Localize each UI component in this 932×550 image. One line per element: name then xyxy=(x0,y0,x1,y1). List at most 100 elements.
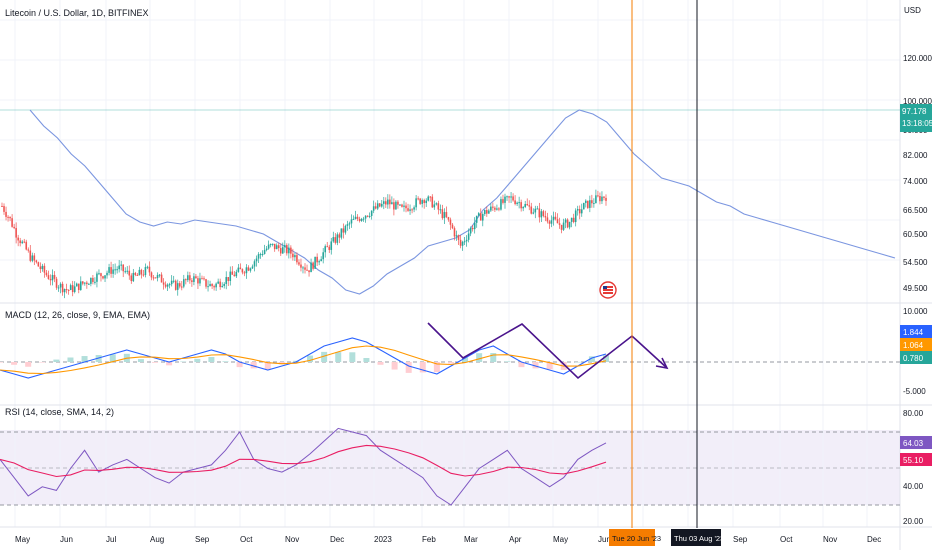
macd-histogram-bar xyxy=(152,362,159,363)
candle-body xyxy=(286,245,288,254)
arrow-head-icon xyxy=(655,357,669,370)
candle-body xyxy=(352,218,355,220)
macd-histogram-bar xyxy=(236,362,243,368)
candle-body xyxy=(277,245,280,249)
candle-body xyxy=(589,200,591,208)
histogram-value: 0.780 xyxy=(903,354,924,363)
candle-body xyxy=(96,273,98,282)
candle-body xyxy=(328,246,331,250)
candle-body xyxy=(65,289,68,291)
macd-tick: 10.000 xyxy=(903,307,928,316)
candle-body xyxy=(510,196,512,198)
candle-body xyxy=(401,204,403,207)
time-tick: Nov xyxy=(823,535,837,544)
macd-histogram-bar xyxy=(194,358,201,362)
candle-body xyxy=(158,274,161,276)
date-marker-1[interactable] xyxy=(609,529,655,546)
rsi-ma-line xyxy=(0,444,607,478)
candle-body xyxy=(281,247,284,254)
macd-histogram-bar xyxy=(137,359,144,362)
price-tick: 120.000 xyxy=(903,54,932,63)
candle-body xyxy=(126,270,129,272)
candle-body xyxy=(154,277,157,279)
candle-body xyxy=(247,267,250,271)
candle-body xyxy=(570,217,573,222)
candle-body xyxy=(90,277,92,284)
candle-body xyxy=(465,239,468,242)
candle-body xyxy=(73,286,76,293)
candle-body xyxy=(160,274,163,283)
candle-body xyxy=(185,279,187,281)
macd-histogram-bar xyxy=(264,362,271,370)
candle-body xyxy=(471,227,474,230)
candle-body xyxy=(300,264,302,268)
candle-body xyxy=(395,201,397,210)
candle-body xyxy=(599,196,601,202)
date-marker-2[interactable] xyxy=(671,529,721,546)
candle-body xyxy=(23,241,26,243)
candle-body xyxy=(572,217,575,223)
candle-body xyxy=(17,237,19,241)
candle-body xyxy=(524,204,526,207)
candle-body xyxy=(433,204,436,208)
candle-body xyxy=(201,278,203,280)
candle-body xyxy=(15,228,17,238)
price-badge xyxy=(900,104,932,132)
candle-body xyxy=(445,212,448,218)
macd-histogram-bar xyxy=(166,362,173,366)
candle-body xyxy=(225,277,228,284)
candle-body xyxy=(82,281,84,284)
candle-body xyxy=(483,210,486,215)
candle-body xyxy=(449,219,452,225)
candle-body xyxy=(354,216,357,219)
time-tick: Mar xyxy=(464,535,478,544)
rsi-label: RSI (14, close, SMA, 14, 2) xyxy=(5,407,114,417)
candle-body xyxy=(512,196,514,201)
candle-body xyxy=(49,278,52,281)
candle-body xyxy=(166,284,169,287)
time-tick: May xyxy=(15,535,30,544)
date-marker-2-label: Thu 03 Aug '23 xyxy=(674,534,724,543)
time-tick: Jun xyxy=(60,535,73,544)
rsi-line xyxy=(0,427,607,506)
macd-histogram-bar xyxy=(405,362,412,373)
candle-body xyxy=(415,198,417,208)
price-tick: 66.500 xyxy=(903,206,928,215)
macd-histogram-bar xyxy=(476,353,483,362)
candle-body xyxy=(152,277,155,279)
candle-body xyxy=(582,202,585,210)
candle-body xyxy=(223,283,226,286)
candle-body xyxy=(271,243,274,245)
candle-body xyxy=(150,272,153,278)
candle-body xyxy=(407,208,409,211)
candle-body xyxy=(71,285,74,293)
candle-body xyxy=(578,209,581,214)
macd-histogram-bar xyxy=(109,354,116,362)
candle-body xyxy=(417,198,419,200)
candle-body xyxy=(316,256,318,263)
candle-body xyxy=(556,219,559,224)
currency-label: USD xyxy=(904,6,921,15)
candle-body xyxy=(203,278,205,280)
candle-body xyxy=(374,206,377,209)
zigzag-drawing[interactable] xyxy=(427,322,668,380)
candle-body xyxy=(461,241,464,246)
macd-histogram-bar xyxy=(25,362,32,367)
candle-body xyxy=(564,219,567,223)
candle-body xyxy=(176,283,179,290)
price-value: 97.178 xyxy=(902,107,927,116)
price-tick: 49.500 xyxy=(903,284,928,293)
macd-histogram-bar xyxy=(490,353,497,362)
candle-body xyxy=(492,206,494,208)
candle-body xyxy=(265,248,268,251)
macd-histogram-bar xyxy=(81,356,88,362)
candle-body xyxy=(409,209,411,211)
macd-histogram-bar xyxy=(335,352,342,362)
candle-body xyxy=(102,276,104,279)
candle-body xyxy=(253,261,256,267)
candle-body xyxy=(447,217,450,220)
candle-body xyxy=(146,266,149,268)
candle-body xyxy=(140,269,143,275)
us-flag-icon[interactable] xyxy=(599,281,617,299)
